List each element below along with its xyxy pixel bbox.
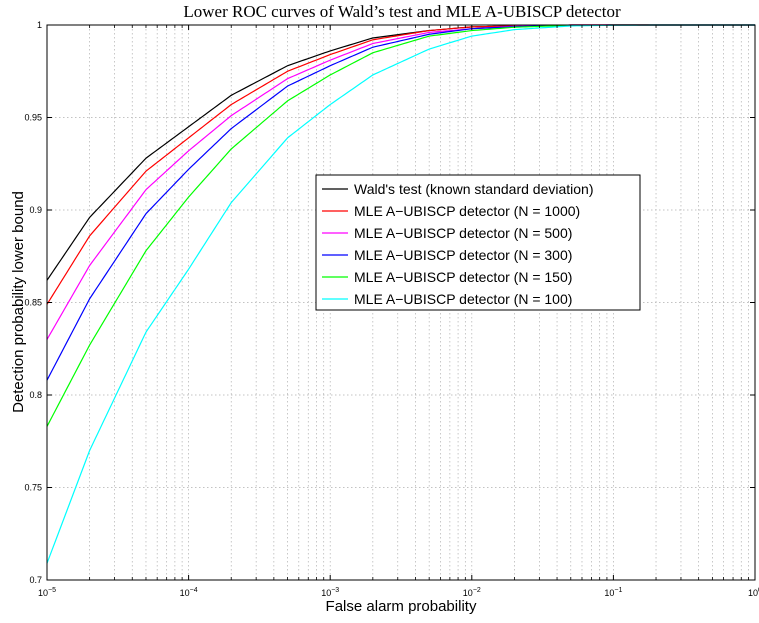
legend-entry: MLE A−UBISCP detector (N = 500) <box>354 225 572 241</box>
legend-entry: MLE A−UBISCP detector (N = 150) <box>354 269 572 285</box>
y-axis-label: Detection probability lower bound <box>10 191 27 413</box>
y-tick-label: 1 <box>37 20 42 30</box>
y-tick-label: 0.9 <box>29 205 42 215</box>
chart-title: Lower ROC curves of Wald’s test and MLE … <box>183 2 621 21</box>
y-tick-label: 0.95 <box>24 113 42 123</box>
legend-entry: Wald's test (known standard deviation) <box>354 181 594 197</box>
x-tick-label: 10−4 <box>180 587 198 598</box>
x-tick-label: 10−1 <box>604 587 622 598</box>
legend-entry: MLE A−UBISCP detector (N = 1000) <box>354 203 580 219</box>
axis-ticks: 10−5 10−4 10−3 10−2 10−1 100 0.7 0.75 0.8 0.85 0.9… <box>24 20 759 598</box>
x-axis-label: False alarm probability <box>326 598 477 615</box>
y-tick-label: 0.7 <box>29 575 42 585</box>
legend-entry: MLE A−UBISCP detector (N = 100) <box>354 291 572 307</box>
y-tick-label: 0.75 <box>24 483 42 493</box>
x-tick-label: 10−5 <box>38 587 56 598</box>
legend-box <box>315 174 641 311</box>
legend: Wald's test (known standard deviation) ML… <box>315 174 641 311</box>
x-tick-label: 100 <box>748 587 759 598</box>
y-tick-label: 0.85 <box>24 298 42 308</box>
x-tick-label: 10−2 <box>463 587 481 598</box>
y-tick-label: 0.8 <box>29 390 42 400</box>
x-tick-label: 10−3 <box>321 587 339 598</box>
legend-entry: MLE A−UBISCP detector (N = 300) <box>354 247 572 263</box>
